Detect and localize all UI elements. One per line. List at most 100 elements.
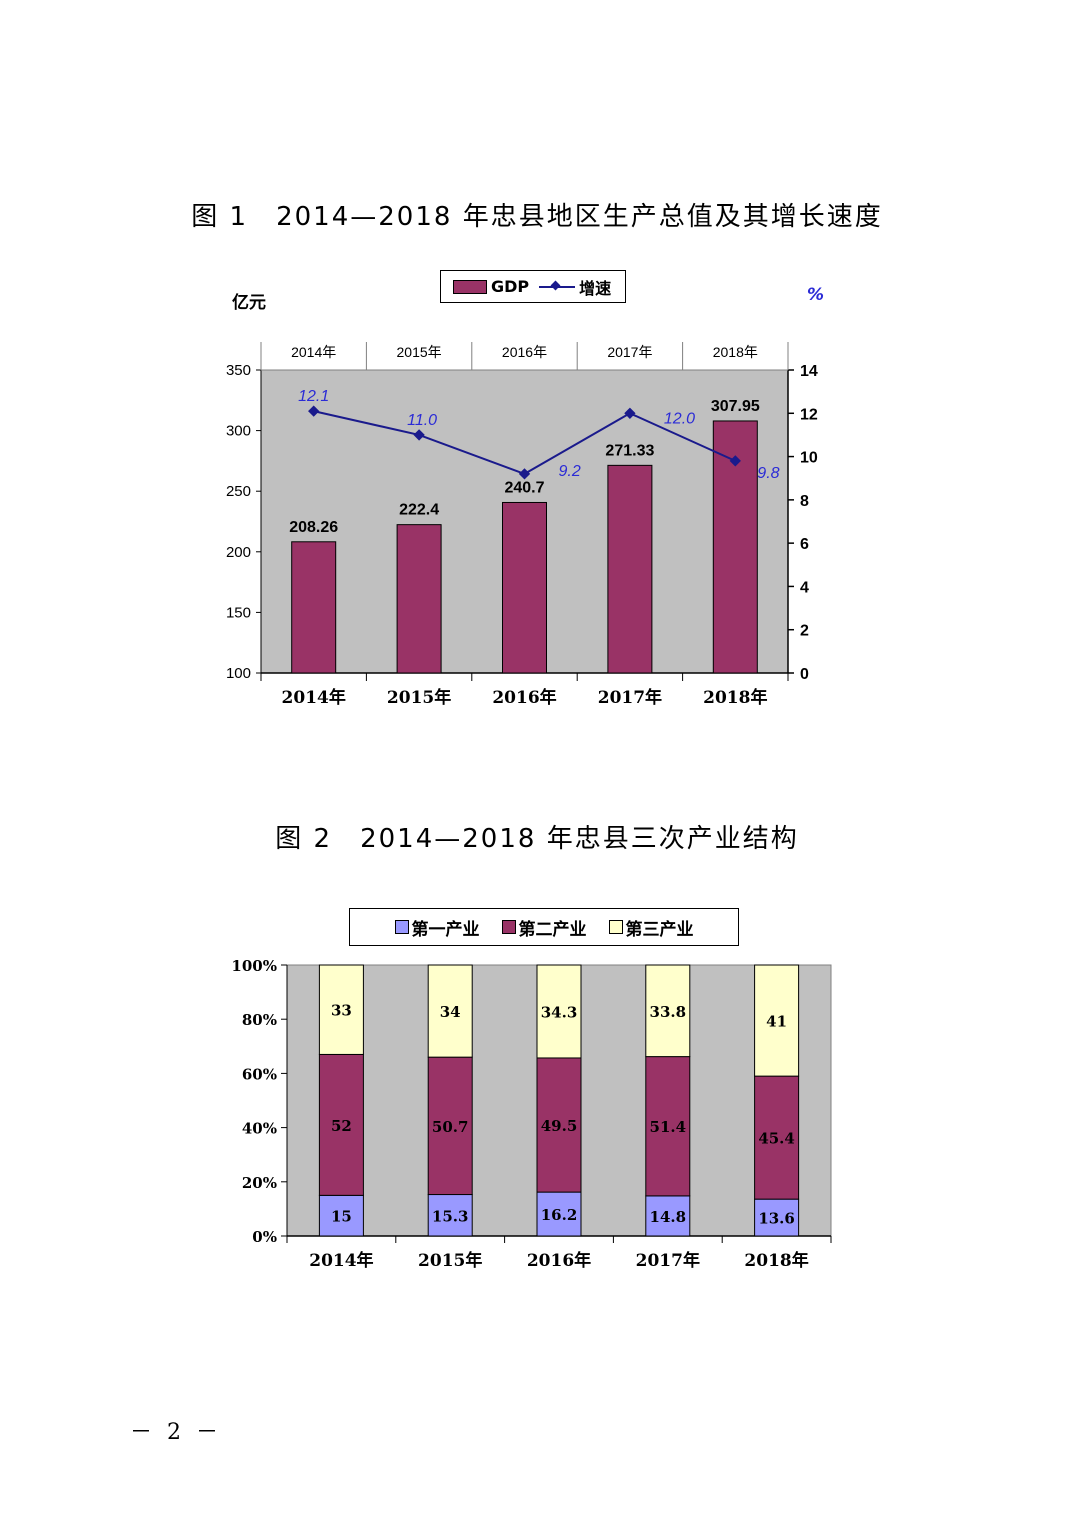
stack-data-label: 14.8 [650, 1208, 687, 1226]
figure1-left-axis-unit: 亿元 [232, 293, 266, 313]
stack-segment-3 [318, 964, 364, 1055]
right-axis-tick-label: 8 [800, 493, 809, 510]
left-axis-tick-label: 20% [242, 1174, 277, 1192]
legend-swatch-secondary [501, 920, 516, 934]
gdp-data-label: 271.33 [605, 442, 654, 459]
stack-data-label: 34.3 [541, 1003, 578, 1021]
legend-swatch-growth [539, 281, 576, 293]
left-axis-tick-label: 60% [242, 1065, 277, 1083]
stack-data-label: 15 [331, 1208, 352, 1226]
left-axis-tick-label: 100% [231, 957, 277, 975]
stack-segment-2 [427, 1056, 473, 1196]
stack-segment-3 [645, 964, 691, 1058]
stack-data-label: 33.8 [650, 1003, 687, 1021]
stack-data-label: 41 [766, 1013, 787, 1031]
stack-segment-2 [536, 1057, 582, 1193]
stack-data-label: 34 [440, 1003, 461, 1021]
growth-data-label: 9.8 [757, 465, 779, 482]
growth-point [729, 455, 741, 467]
stack-segment-2 [318, 1053, 364, 1196]
page-number: － 2 － [130, 1420, 222, 1445]
gdp-bar [502, 501, 547, 674]
legend-label-secondary: 第二产业 [518, 919, 587, 940]
legend-item-secondary: 第二产业 [501, 915, 587, 940]
stack-data-label: 50.7 [432, 1118, 469, 1136]
right-axis-tick-label: 2 [800, 623, 809, 640]
growth-data-label: 11.0 [407, 412, 437, 429]
stack-segment-1 [427, 1194, 473, 1237]
right-axis-tick-label: 4 [800, 579, 809, 596]
left-axis-tick-label: 200 [226, 544, 251, 561]
figure1-right-axis-unit: % [807, 285, 825, 305]
growth-data-label: 12.0 [664, 410, 695, 427]
stack-segment-2 [645, 1056, 691, 1197]
x-axis-category-label: 2014年 [282, 687, 346, 708]
growth-point [308, 405, 320, 417]
stack-data-label: 15.3 [432, 1207, 469, 1225]
right-axis-tick-label: 6 [800, 536, 809, 553]
stack-data-label: 16.2 [541, 1206, 578, 1224]
growth-point [413, 429, 425, 441]
growth-point [518, 468, 531, 480]
top-category-label: 2015年 [397, 344, 442, 360]
legend-label-gdp: GDP [491, 277, 530, 296]
gdp-bar [291, 541, 337, 674]
stack-data-label: 52 [331, 1117, 352, 1135]
stack-data-label: 45.4 [758, 1130, 795, 1148]
figure1-chart: 100 150 200 250 300 350 0 2 4 6 8 10 12 14 208.26 2014年… [226, 342, 818, 708]
stack-data-label: 33 [331, 1002, 352, 1020]
gdp-bar [396, 524, 442, 674]
growth-data-label: 9.2 [559, 463, 581, 480]
stack-segment-1 [536, 1191, 582, 1237]
left-axis-tick-label: 350 [226, 362, 251, 379]
left-axis-tick-label: 150 [226, 604, 251, 621]
x-axis-category-label: 2017年 [598, 687, 662, 708]
gdp-data-label: 240.7 [504, 479, 544, 496]
legend-label-primary: 第一产业 [411, 919, 480, 940]
x-axis-category-label: 2017年 [636, 1250, 700, 1271]
legend-item-growth: 增速 [529, 275, 611, 299]
gdp-bar [607, 464, 653, 674]
stack-segment-1 [754, 1198, 800, 1237]
stack-segment-3 [754, 964, 800, 1077]
x-axis-category-label: 2014年 [309, 1250, 373, 1271]
stack-segment-1 [645, 1195, 691, 1237]
legend-swatch-gdp [453, 279, 487, 294]
figure1-title: 图 1 2014—2018 年忠县地区生产总值及其增长速度 [191, 202, 883, 232]
gdp-data-label: 208.26 [289, 519, 338, 536]
x-axis-category-label: 2018年 [703, 687, 767, 708]
x-axis-category-label: 2016年 [527, 1250, 591, 1271]
left-axis-tick-label: 100 [226, 665, 251, 682]
gdp-data-label: 222.4 [399, 502, 439, 519]
legend-item-gdp: GDP [453, 277, 529, 296]
legend-label-growth: 增速 [579, 278, 612, 298]
legend-swatch-tertiary [608, 920, 623, 934]
left-axis-tick-label: 250 [226, 483, 251, 500]
gdp-data-label: 307.95 [711, 398, 760, 415]
legend-label-tertiary: 第三产业 [625, 919, 694, 940]
stack-data-label: 51.4 [650, 1118, 687, 1136]
right-axis-tick-label: 10 [800, 450, 818, 467]
x-axis-category-label: 2016年 [492, 687, 556, 708]
top-category-label: 2018年 [713, 344, 758, 360]
stack-segment-1 [318, 1194, 364, 1237]
left-axis-tick-label: 80% [242, 1011, 277, 1029]
growth-point [624, 407, 636, 419]
stack-data-label: 13.6 [758, 1210, 795, 1228]
stack-data-label: 49.5 [541, 1117, 578, 1135]
legend-item-primary: 第一产业 [394, 915, 480, 940]
legend-item-tertiary: 第三产业 [608, 915, 694, 940]
right-axis-tick-label: 0 [800, 666, 809, 683]
x-axis-category-label: 2015年 [387, 687, 451, 708]
left-axis-tick-label: 300 [226, 423, 251, 440]
stack-segment-3 [536, 964, 582, 1059]
top-category-label: 2017年 [607, 344, 652, 360]
left-axis-tick-label: 40% [242, 1120, 277, 1138]
right-axis-tick-label: 12 [800, 406, 818, 423]
figure2-chart: 0% 20% 40% 60% 80% 100% 15 52 33 2014年 15.3 50.7 34 2… [231, 957, 832, 1271]
growth-data-label: 12.1 [298, 388, 329, 405]
right-axis-tick-label: 14 [800, 363, 818, 380]
legend-swatch-primary [394, 920, 409, 934]
figure2-legend: 第一产业 第二产业 第三产业 [349, 908, 739, 946]
figure2-title: 图 2 2014—2018 年忠县三次产业结构 [275, 824, 799, 854]
